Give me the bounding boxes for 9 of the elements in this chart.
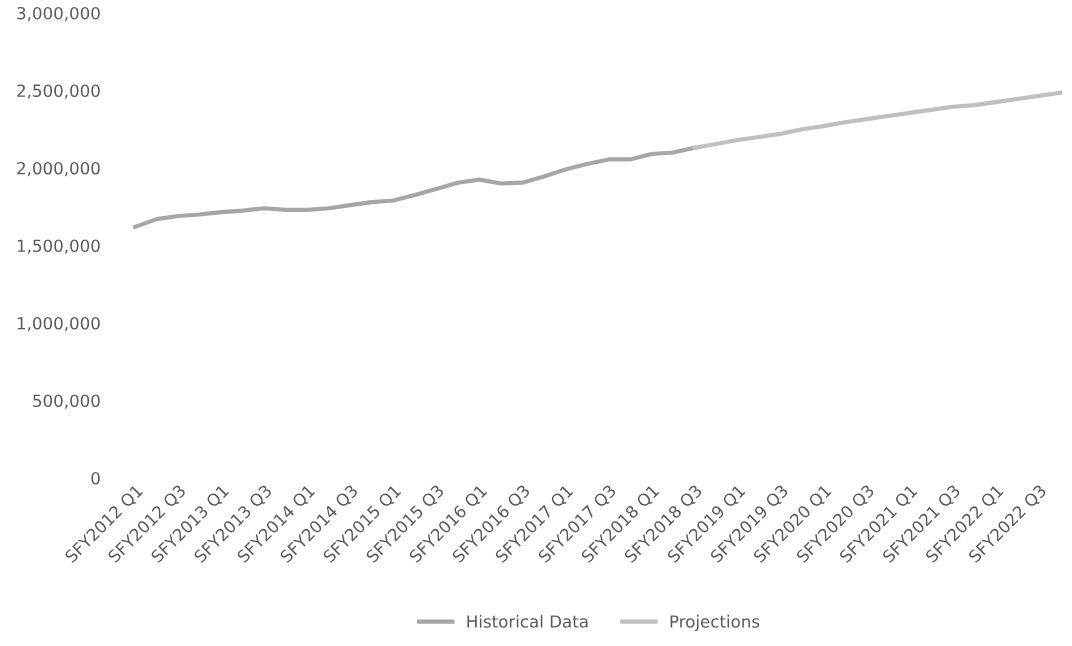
y-tick-label: 2,500,000	[17, 84, 100, 99]
y-tick-label: 500,000	[33, 394, 100, 409]
y-tick-label: 1,500,000	[17, 239, 100, 254]
y-tick-label: 1,000,000	[17, 316, 100, 332]
y-tick-label: 2,000,000	[17, 161, 100, 177]
y-tick-label: 3,000,000	[17, 6, 100, 22]
y-tick-label: 0	[91, 472, 100, 485]
legend-label: Historical Data	[467, 614, 588, 628]
legend-label: Projections	[670, 614, 760, 631]
